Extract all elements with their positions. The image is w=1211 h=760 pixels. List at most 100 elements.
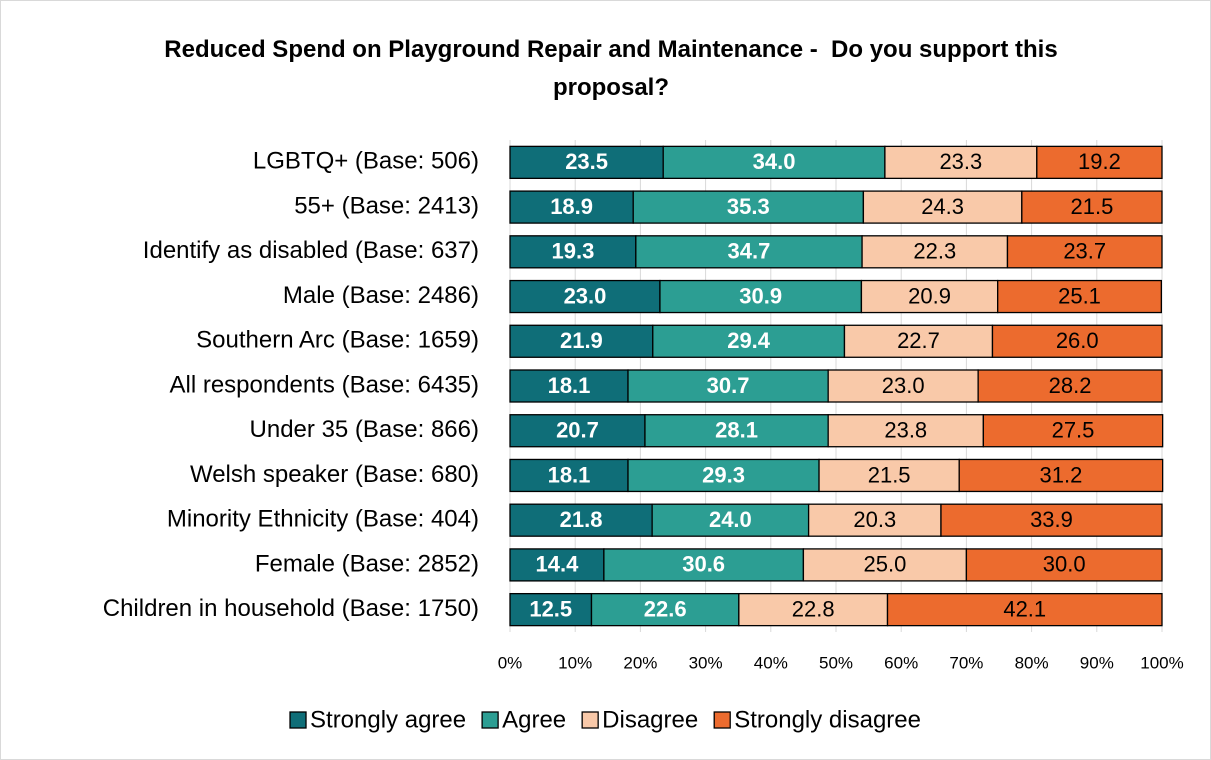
y-tick-label: Identify as disabled (Base: 637) (143, 237, 479, 264)
data-label: 24.3 (921, 194, 964, 219)
bar-segment (659, 279, 863, 314)
x-tick-label: 0% (498, 653, 523, 672)
bar-segment (1036, 145, 1163, 180)
y-tick-label: Southern Arc (Base: 1659) (196, 327, 479, 354)
x-tick-label: 40% (754, 653, 788, 672)
data-label: 12.5 (529, 596, 572, 621)
y-tick-label: All respondents (Base: 6435) (169, 371, 479, 398)
data-label: 22.7 (897, 328, 940, 353)
y-tick-label: Children in household (Base: 1750) (103, 595, 479, 622)
bar-segment (977, 369, 1163, 403)
bar-segment (509, 592, 593, 627)
data-label: 22.3 (913, 239, 956, 264)
x-tick-label: 30% (689, 653, 723, 672)
data-label: 23.0 (564, 283, 607, 308)
data-label: 20.9 (908, 283, 951, 308)
legend-swatch (713, 711, 731, 729)
data-label: 30.7 (707, 373, 750, 398)
data-label: 30.0 (1043, 552, 1086, 577)
bar-segment (509, 548, 605, 582)
bar-segment (997, 279, 1162, 314)
bar-segment (843, 324, 994, 358)
bar-segment (509, 458, 629, 493)
bar-segment (509, 503, 653, 537)
data-label: 19.2 (1078, 149, 1121, 174)
data-label: 30.9 (739, 283, 782, 308)
bar-segment (738, 592, 889, 627)
bar-segment (603, 548, 805, 582)
chart-title: Reduced Spend on Playground Repair and M… (164, 36, 1065, 101)
data-label: 22.6 (644, 596, 687, 621)
y-tick-label: Female (Base: 2852) (255, 550, 479, 577)
bar-segment (627, 458, 820, 493)
legend-swatch (581, 711, 599, 729)
x-tick-label: 80% (1015, 653, 1049, 672)
bar-segment (635, 235, 863, 269)
bar-segment (861, 235, 1009, 269)
data-label: 25.0 (863, 552, 906, 577)
data-label: 14.4 (536, 552, 580, 577)
data-label: 23.8 (884, 418, 927, 443)
x-tick-label: 90% (1080, 653, 1114, 672)
data-label: 23.3 (939, 149, 982, 174)
bar-segment (662, 145, 886, 180)
bar-segment (860, 279, 999, 314)
data-label: 34.7 (728, 239, 771, 264)
y-tick-label: Minority Ethnicity (Base: 404) (167, 506, 479, 533)
data-label: 18.1 (548, 462, 591, 487)
bar-segment (884, 145, 1038, 180)
bar-segment (509, 324, 654, 358)
data-label: 21.8 (560, 507, 603, 532)
data-label: 21.5 (1070, 194, 1113, 219)
data-label: 20.3 (853, 507, 896, 532)
data-label: 27.5 (1052, 418, 1095, 443)
bar-segment (1021, 190, 1163, 224)
data-label: 26.0 (1056, 328, 1099, 353)
bar-segment (818, 458, 960, 493)
bar-segment (651, 503, 810, 537)
bar-segment (509, 145, 664, 180)
bar-segment (982, 414, 1164, 448)
bar-segment (827, 414, 985, 448)
data-label: 29.3 (702, 462, 745, 487)
data-label: 30.6 (682, 552, 725, 577)
data-label: 28.2 (1049, 373, 1092, 398)
bar-segment (509, 235, 637, 269)
bar-segment (652, 324, 846, 358)
x-tick-label: 50% (819, 653, 853, 672)
y-tick-label: 55+ (Base: 2413) (294, 192, 479, 219)
data-label: 18.1 (548, 373, 591, 398)
legend-label: Disagree (602, 706, 698, 733)
data-label: 33.9 (1030, 507, 1073, 532)
bar-segment (509, 414, 646, 448)
data-label: 23.0 (882, 373, 925, 398)
y-tick-label: Welsh speaker (Base: 680) (190, 461, 479, 488)
data-label: 22.8 (792, 596, 835, 621)
x-tick-label: 60% (884, 653, 918, 672)
bar-segment (886, 592, 1163, 627)
bar-segment (965, 548, 1163, 582)
bar-segment (991, 324, 1163, 358)
data-label: 20.7 (556, 418, 599, 443)
data-label: 42.1 (1003, 596, 1046, 621)
x-tick-label: 20% (623, 653, 657, 672)
bar-segment (807, 503, 942, 537)
legend-swatch (289, 711, 307, 729)
bar-segment (940, 503, 1163, 537)
y-tick-label: Under 35 (Base: 866) (250, 416, 479, 443)
y-tick-label: LGBTQ+ (Base: 506) (253, 148, 479, 175)
data-label: 23.7 (1063, 239, 1106, 264)
data-label: 29.4 (727, 328, 771, 353)
legend-swatch (481, 711, 499, 729)
data-label: 35.3 (727, 194, 770, 219)
legend-label: Strongly disagree (734, 706, 921, 733)
bar-segment (1006, 235, 1163, 269)
x-tick-label: 100% (1140, 653, 1183, 672)
data-label: 18.9 (550, 194, 593, 219)
x-tick-label: 70% (949, 653, 983, 672)
data-label: 23.5 (565, 149, 608, 174)
data-label: 31.2 (1040, 462, 1083, 487)
data-label: 25.1 (1058, 283, 1101, 308)
